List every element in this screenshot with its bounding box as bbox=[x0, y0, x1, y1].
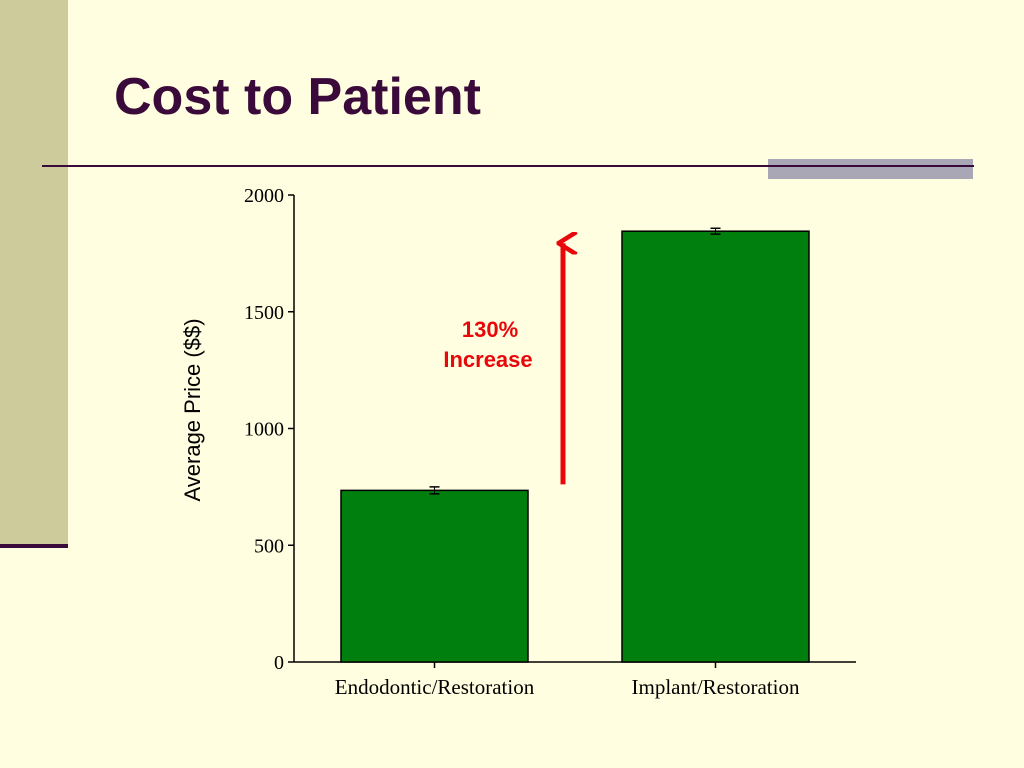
y-tick-label: 0 bbox=[274, 652, 284, 674]
y-tick-label: 500 bbox=[254, 535, 284, 557]
y-tick-label: 1500 bbox=[244, 302, 284, 324]
y-axis-title: Average Price ($$) bbox=[180, 318, 205, 501]
x-tick-label: Endodontic/Restoration bbox=[335, 675, 535, 699]
bar bbox=[340, 489, 529, 663]
bar bbox=[621, 230, 810, 663]
slide-title: Cost to Patient bbox=[114, 68, 481, 126]
y-tick-label: 2000 bbox=[244, 185, 284, 207]
title-divider-accent-line bbox=[768, 165, 973, 167]
left-band-divider bbox=[0, 544, 68, 548]
x-tick-label: Implant/Restoration bbox=[632, 675, 800, 699]
y-tick-label: 1000 bbox=[244, 419, 284, 441]
title-divider bbox=[42, 165, 974, 167]
annotation-percent: 130% bbox=[462, 317, 518, 342]
annotation-label: Increase bbox=[443, 347, 532, 372]
left-decorative-band bbox=[0, 0, 68, 548]
title-divider-accent bbox=[768, 159, 973, 179]
